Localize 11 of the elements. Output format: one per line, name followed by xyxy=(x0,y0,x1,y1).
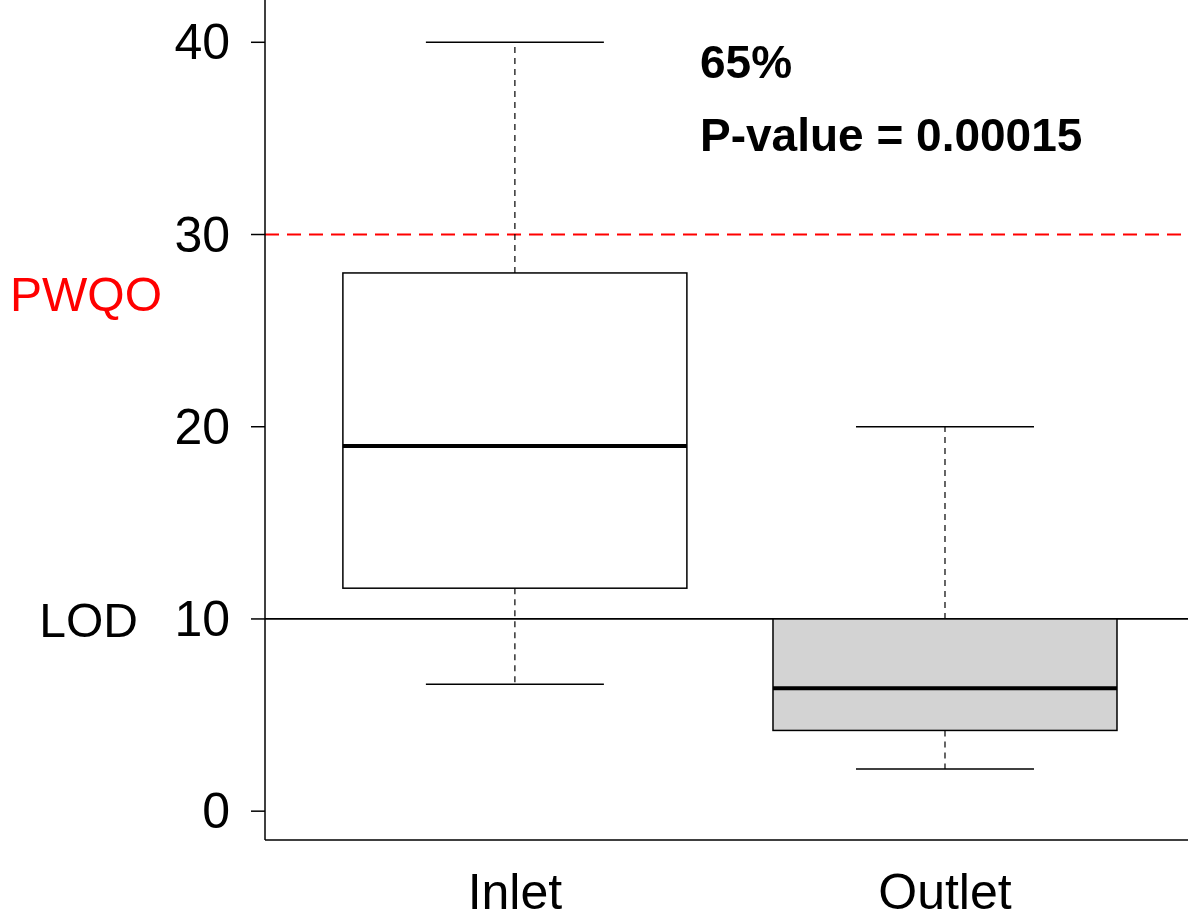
y-tick-label: 40 xyxy=(174,14,230,71)
annotation: P-value = 0.00015 xyxy=(700,109,1083,161)
y-tick-label: 20 xyxy=(174,398,230,455)
y-tick-label: 30 xyxy=(174,206,230,263)
ref-line-label: PWQO xyxy=(10,268,162,322)
y-tick-label: 0 xyxy=(202,783,230,840)
y-tick-label: 10 xyxy=(174,590,230,647)
annotation: 65% xyxy=(700,36,793,88)
x-tick-label: Inlet xyxy=(467,864,563,917)
ref-line-label: LOD xyxy=(39,594,138,648)
x-tick-label: Outlet xyxy=(878,864,1012,917)
